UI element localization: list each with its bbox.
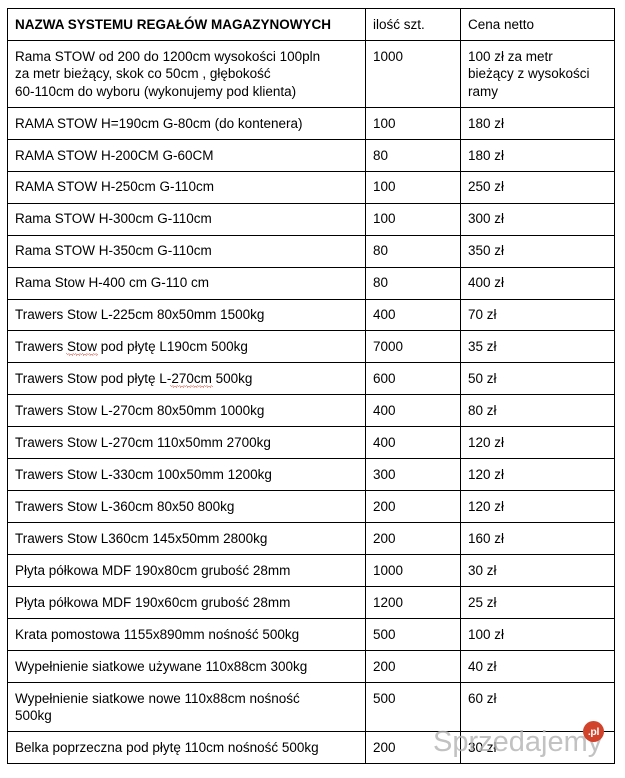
svg-text:Sprzedajemy: Sprzedajemy	[433, 726, 603, 758]
